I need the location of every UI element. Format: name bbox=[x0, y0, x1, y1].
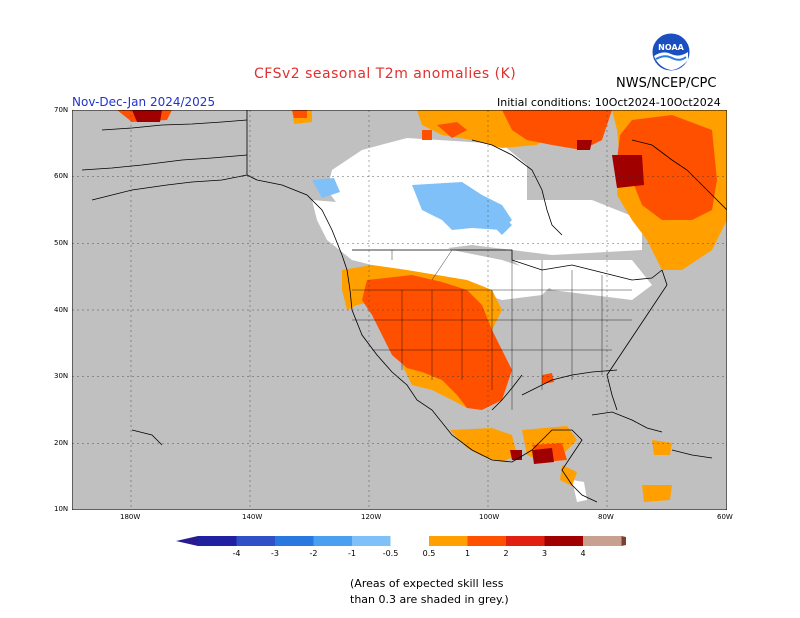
legend-tick-label: 4 bbox=[580, 549, 585, 558]
legend-tick-label: 1 bbox=[465, 549, 470, 558]
lat-label-50n: 50N bbox=[54, 239, 69, 247]
legend-bin bbox=[198, 536, 237, 546]
footnote-line-1: (Areas of expected skill less bbox=[350, 577, 504, 590]
political-borders bbox=[352, 249, 632, 410]
season-label: Nov-Dec-Jan 2024/2025 bbox=[72, 95, 216, 109]
lon-label-80w: 80W bbox=[598, 513, 614, 521]
lat-label-30n: 30N bbox=[54, 372, 69, 380]
anomaly-map bbox=[72, 110, 727, 510]
legend-bin bbox=[390, 536, 429, 546]
legend-tick-label: -4 bbox=[233, 549, 241, 558]
map-title: CFSv2 seasonal T2m anomalies (K) bbox=[254, 66, 517, 82]
legend-bin bbox=[352, 536, 391, 546]
legend-tick-label: -3 bbox=[271, 549, 279, 558]
noaa-logo-text: NOAA bbox=[658, 43, 684, 52]
cool-anomaly-region bbox=[312, 178, 512, 235]
legend-bin bbox=[506, 536, 545, 546]
legend-bin bbox=[544, 536, 583, 546]
graticule bbox=[72, 110, 727, 510]
agency-label: NWS/NCEP/CPC bbox=[616, 76, 717, 91]
legend-bin bbox=[313, 536, 352, 546]
lon-label-100w: 100W bbox=[479, 513, 500, 521]
legend-bin bbox=[583, 536, 622, 546]
legend-tick-label: -0.5 bbox=[383, 549, 399, 558]
footnote: (Areas of expected skill less than 0.3 a… bbox=[350, 576, 509, 608]
lat-label-10n: 10N bbox=[54, 505, 69, 513]
legend-bin bbox=[236, 536, 275, 546]
lon-label-60w: 60W bbox=[717, 513, 733, 521]
legend-tick-label: -2 bbox=[310, 549, 318, 558]
legend-bin bbox=[429, 536, 468, 546]
initial-conditions-label: Initial conditions: 10Oct2024-10Oct2024 bbox=[497, 96, 721, 109]
footnote-line-2: than 0.3 are shaded in grey.) bbox=[350, 593, 509, 606]
legend-tick-label: -1 bbox=[348, 549, 356, 558]
lon-label-120w: 120W bbox=[361, 513, 382, 521]
lat-label-20n: 20N bbox=[54, 439, 69, 447]
lat-label-70n: 70N bbox=[54, 106, 69, 114]
lat-label-40n: 40N bbox=[54, 306, 69, 314]
legend-low-arrow bbox=[176, 536, 198, 546]
warm-anomaly-darkred bbox=[132, 110, 644, 464]
legend-tick-label: 3 bbox=[542, 549, 547, 558]
legend-tick-label: 2 bbox=[503, 549, 508, 558]
noaa-logo: NOAA bbox=[651, 32, 691, 72]
legend-high-arrow bbox=[621, 536, 626, 546]
legend-tick-label: 0.5 bbox=[423, 549, 436, 558]
lon-label-140w: 140W bbox=[242, 513, 263, 521]
lon-label-180w: 180W bbox=[120, 513, 141, 521]
color-legend: -4 -3 -2 -1 -0.5 0.5 1 2 3 4 bbox=[176, 536, 626, 558]
legend-bin bbox=[275, 536, 314, 546]
coastlines bbox=[81, 110, 727, 503]
legend-bin bbox=[467, 536, 506, 546]
lat-label-60n: 60N bbox=[54, 172, 69, 180]
warm-anomaly-red bbox=[117, 110, 717, 462]
